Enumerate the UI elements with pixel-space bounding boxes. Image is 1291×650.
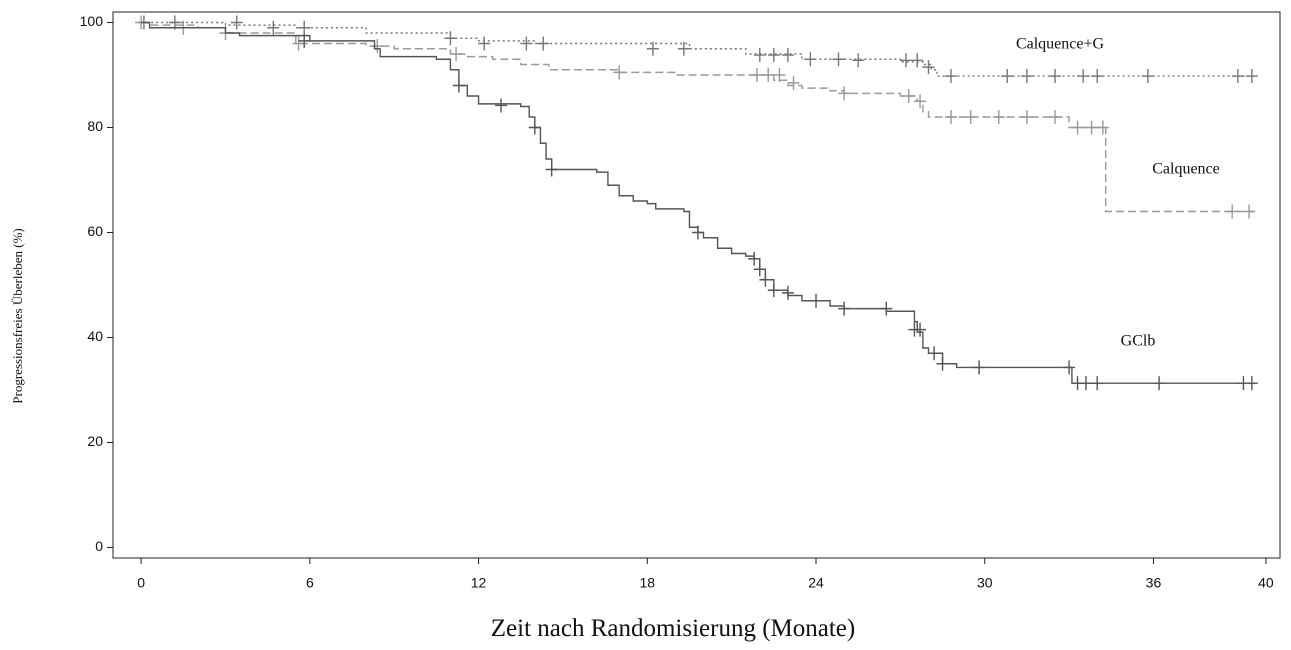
censor-mark: [902, 89, 915, 103]
x-tick-label: 12: [471, 575, 487, 591]
censor-mark: [1096, 120, 1109, 135]
censor-mark: [748, 251, 761, 266]
censor-mark: [899, 53, 912, 68]
y-tick-label: 0: [95, 538, 103, 554]
censor-mark: [762, 68, 775, 82]
censor-mark: [1001, 69, 1014, 84]
censor-mark: [973, 360, 986, 375]
censor-mark: [230, 15, 243, 30]
plot-frame: [112, 11, 1281, 559]
censor-mark: [1141, 69, 1154, 84]
censor-mark: [810, 293, 823, 308]
censor-mark: [1091, 376, 1104, 391]
censor-mark: [646, 41, 659, 56]
censor-mark: [914, 94, 927, 109]
censor-mark: [914, 322, 927, 337]
censor-mark: [1091, 69, 1104, 84]
censor-mark: [852, 53, 865, 68]
censor-mark: [677, 41, 690, 56]
y-tick-label: 80: [87, 118, 103, 134]
series-label: Calquence: [1152, 161, 1220, 178]
series-label: Calquence+G: [1016, 36, 1105, 53]
censor-mark: [936, 356, 949, 371]
censor-mark: [753, 262, 766, 277]
censor-mark: [1231, 69, 1244, 84]
censor-mark: [1049, 110, 1062, 124]
censor-mark: [838, 301, 851, 316]
censor-mark: [759, 272, 772, 287]
censor-mark: [880, 301, 893, 316]
censor-mark: [781, 285, 794, 300]
censor-mark: [781, 48, 794, 63]
censor-mark: [1049, 69, 1062, 84]
censor-mark: [1063, 360, 1076, 375]
censor-mark: [1079, 376, 1092, 391]
censor-mark: [537, 36, 550, 51]
x-tick-label: 24: [808, 575, 824, 591]
censor-mark: [1153, 376, 1166, 391]
x-tick-label: 36: [1146, 575, 1162, 591]
y-tick-label: 60: [87, 223, 103, 239]
censor-mark: [804, 52, 817, 67]
y-tick-label: 20: [87, 433, 103, 449]
censor-mark: [478, 36, 491, 51]
censor-mark: [750, 68, 763, 82]
censor-mark: [545, 162, 558, 177]
censor-mark: [928, 346, 941, 361]
censor-mark: [753, 48, 766, 63]
censor-mark: [992, 110, 1005, 124]
censor-mark: [1020, 69, 1033, 84]
x-tick-label: 18: [640, 575, 656, 591]
y-tick-label: 40: [87, 328, 103, 344]
survival-curve: [141, 21, 1255, 77]
censor-mark: [452, 78, 465, 93]
censor-mark: [292, 36, 305, 51]
censor-mark: [298, 20, 311, 35]
censor-mark: [832, 52, 845, 67]
censor-mark: [964, 110, 977, 124]
censor-mark: [267, 20, 280, 35]
censor-mark: [520, 36, 533, 51]
censor-mark: [1020, 110, 1033, 124]
censor-mark: [371, 39, 384, 54]
censor-mark: [1245, 69, 1258, 84]
x-tick-label: 6: [306, 575, 314, 591]
x-tick-label: 40: [1258, 575, 1274, 591]
censor-mark: [613, 65, 626, 80]
censor-mark: [444, 31, 457, 46]
censor-mark: [773, 68, 786, 82]
censor-mark: [911, 53, 924, 68]
censor-mark: [298, 33, 311, 48]
censor-mark: [838, 86, 851, 101]
x-tick-label: 0: [137, 575, 145, 591]
y-axis-label: Progressionsfreies Überleben (%): [10, 228, 25, 403]
censor-mark: [691, 225, 704, 240]
series-label: GClb: [1121, 333, 1156, 350]
censor-mark: [787, 75, 800, 90]
x-axis-label: Zeit nach Randomisierung (Monate): [491, 615, 855, 642]
censor-mark: [1245, 376, 1258, 391]
censor-mark: [528, 120, 541, 135]
censor-mark: [944, 69, 957, 84]
censor-mark: [1226, 204, 1239, 219]
censor-mark: [495, 98, 508, 113]
censor-mark: [767, 48, 780, 63]
y-tick-label: 100: [80, 13, 104, 29]
x-tick-label: 30: [977, 575, 993, 591]
censor-mark: [1071, 120, 1084, 135]
censor-mark: [767, 283, 780, 298]
censor-mark: [1085, 120, 1098, 135]
censor-mark: [944, 110, 957, 124]
censor-mark: [450, 47, 463, 61]
censor-mark: [922, 60, 935, 75]
censor-mark: [1243, 204, 1256, 219]
censor-mark: [1077, 69, 1090, 84]
